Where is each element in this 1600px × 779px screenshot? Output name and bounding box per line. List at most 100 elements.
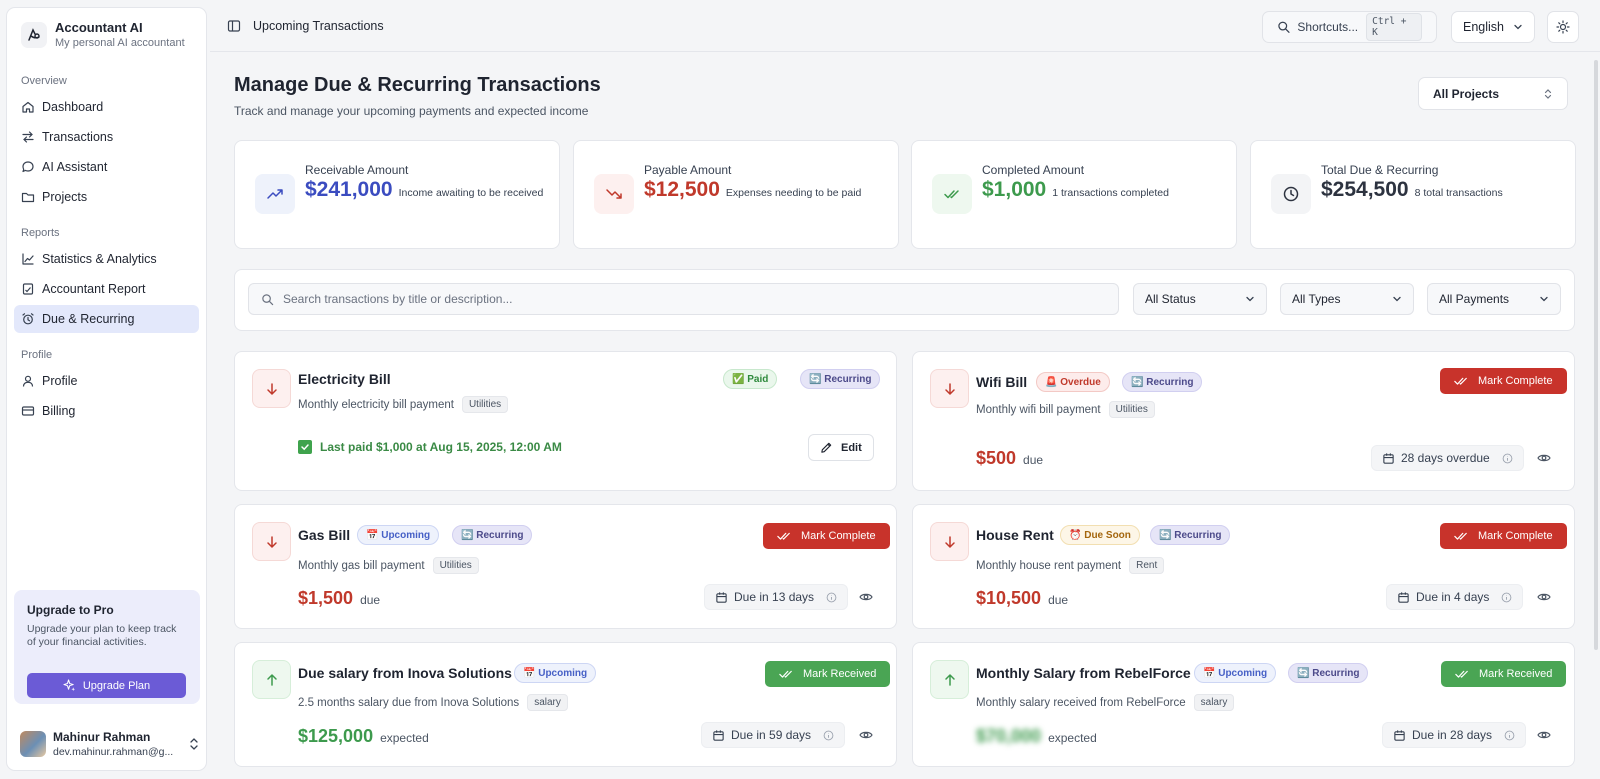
sidebar-item-label: Accountant Report	[42, 282, 146, 296]
calendar-icon	[716, 591, 727, 603]
amount-suffix: expected	[380, 731, 429, 745]
double-check-icon	[777, 532, 790, 540]
brand[interactable]: Accountant AI My personal AI accountant	[7, 8, 206, 59]
transaction-amount: $70,000 expected	[976, 726, 1097, 747]
sidebar-item-statistics[interactable]: Statistics & Analytics	[14, 245, 199, 273]
due-text: Due in 4 days	[1416, 590, 1490, 604]
arrow-down-icon	[930, 369, 969, 408]
sidebar-item-profile[interactable]: Profile	[14, 367, 199, 395]
eye-icon	[1537, 593, 1551, 601]
app-tagline: My personal AI accountant	[55, 37, 185, 49]
mark-complete-button[interactable]: Mark Complete	[763, 523, 890, 549]
card-icon	[21, 406, 35, 416]
sidebar-toggle-icon[interactable]	[227, 19, 241, 33]
due-indicator: Due in 13 days	[704, 584, 849, 610]
scrollbar[interactable]	[1594, 60, 1598, 650]
recurring-badge: 🔄 Recurring	[1288, 663, 1369, 683]
info-icon[interactable]	[823, 730, 834, 741]
double-check-icon	[932, 174, 972, 214]
sidebar-item-label: AI Assistant	[42, 160, 108, 174]
view-details-button[interactable]	[853, 584, 879, 610]
shortcuts-search-button[interactable]: Shortcuts... Ctrl + K	[1262, 11, 1437, 43]
status-filter-select[interactable]: All Status	[1133, 283, 1267, 315]
transaction-card: Wifi Bill 🚨 Overdue 🔄 Recurring Monthly …	[912, 351, 1575, 491]
mark-complete-button[interactable]: Mark Complete	[1440, 523, 1567, 549]
view-details-button[interactable]	[853, 722, 879, 748]
description-text: Monthly wifi bill payment	[976, 403, 1101, 416]
info-icon[interactable]	[1502, 453, 1513, 464]
view-details-button[interactable]	[1531, 722, 1557, 748]
user-email: dev.mahinur.rahman@g...	[53, 746, 173, 758]
upgrade-plan-button[interactable]: Upgrade Plan	[27, 673, 186, 698]
mark-received-button[interactable]: Mark Received	[765, 661, 891, 687]
edit-button[interactable]: Edit	[808, 434, 874, 461]
chart-icon	[22, 253, 34, 265]
category-tag: salary	[1193, 694, 1235, 711]
project-filter-select[interactable]: All Projects	[1418, 77, 1568, 110]
sidebar-item-accountant-report[interactable]: Accountant Report	[14, 275, 199, 303]
chevrons-up-down-icon	[1544, 88, 1552, 99]
sidebar-item-billing[interactable]: Billing	[14, 397, 199, 425]
action-label: Mark Complete	[1478, 530, 1553, 542]
sidebar-item-label: Projects	[42, 190, 88, 204]
language-value: English	[1463, 20, 1504, 34]
nav-group-title: Overview	[21, 75, 67, 87]
recurring-badge: 🔄 Recurring	[1122, 372, 1203, 392]
description-text: 2.5 months salary due from Inova Solutio…	[298, 696, 520, 709]
stat-label: Total Due & Recurring	[1321, 163, 1439, 177]
info-icon[interactable]	[1501, 592, 1512, 603]
sidebar-item-due-recurring[interactable]: Due & Recurring	[14, 305, 199, 333]
sidebar-item-label: Billing	[42, 404, 76, 418]
category-tag: Rent	[1129, 557, 1165, 574]
user-menu[interactable]: Mahinur Rahman dev.mahinur.rahman@g...	[20, 726, 200, 762]
clock-icon	[1271, 174, 1311, 214]
transaction-title: House Rent	[976, 527, 1054, 543]
view-details-button[interactable]	[1531, 445, 1557, 471]
theme-toggle-button[interactable]	[1547, 11, 1579, 43]
amount-suffix: due	[1048, 593, 1069, 607]
search-input[interactable]: Search transactions by title or descript…	[248, 283, 1119, 315]
stat-label: Receivable Amount	[305, 163, 409, 177]
status-badge: 📅 Upcoming	[357, 525, 440, 545]
category-tag: Utilities	[432, 557, 479, 574]
sidebar: Accountant AI My personal AI accountant …	[6, 7, 207, 771]
action-label: Mark Received	[1479, 668, 1553, 680]
sun-icon	[1556, 20, 1570, 34]
payment-filter-select[interactable]: All Payments	[1427, 283, 1561, 315]
last-paid-info: Last paid $1,000 at Aug 15, 2025, 12:00 …	[298, 440, 562, 454]
due-text: 28 days overdue	[1401, 451, 1490, 465]
sidebar-item-projects[interactable]: Projects	[14, 183, 199, 211]
description-text: Monthly house rent payment	[976, 559, 1122, 572]
stat-description: 8 total transactions	[1414, 187, 1503, 199]
filters-bar: Search transactions by title or descript…	[234, 269, 1575, 331]
action-label: Mark Complete	[1478, 375, 1553, 387]
stat-amount: $12,500	[644, 178, 720, 201]
app-name: Accountant AI	[55, 20, 143, 35]
eye-icon	[859, 593, 873, 601]
transaction-title: Electricity Bill	[298, 371, 391, 387]
amount-value: $1,500	[298, 588, 354, 608]
eye-icon	[1537, 731, 1551, 739]
sidebar-item-transactions[interactable]: Transactions	[14, 123, 199, 151]
view-details-button[interactable]	[1531, 584, 1557, 610]
chevron-down-icon	[1246, 296, 1254, 302]
shortcuts-label: Shortcuts...	[1297, 20, 1359, 34]
trending-up-icon	[255, 174, 295, 214]
arrow-up-icon	[252, 660, 291, 699]
type-filter-select[interactable]: All Types	[1280, 283, 1414, 315]
sidebar-item-dashboard[interactable]: Dashboard	[14, 93, 199, 121]
mark-received-button[interactable]: Mark Received	[1441, 661, 1567, 687]
recurring-badge: 🔄 Recurring	[452, 525, 533, 545]
avatar	[20, 731, 46, 757]
language-select[interactable]: English	[1451, 11, 1535, 43]
sidebar-item-ai-assistant[interactable]: AI Assistant	[14, 153, 199, 181]
info-icon[interactable]	[826, 592, 837, 603]
mark-complete-button[interactable]: Mark Complete	[1440, 368, 1567, 394]
transaction-description: Monthly house rent payment Rent	[976, 557, 1165, 574]
search-icon	[262, 293, 274, 305]
breadcrumb-current: Upcoming Transactions	[253, 18, 384, 33]
user-icon	[22, 375, 34, 387]
info-icon[interactable]	[1504, 730, 1515, 741]
description-text: Monthly salary received from RebelForce	[976, 696, 1186, 709]
double-check-icon	[1454, 377, 1467, 385]
